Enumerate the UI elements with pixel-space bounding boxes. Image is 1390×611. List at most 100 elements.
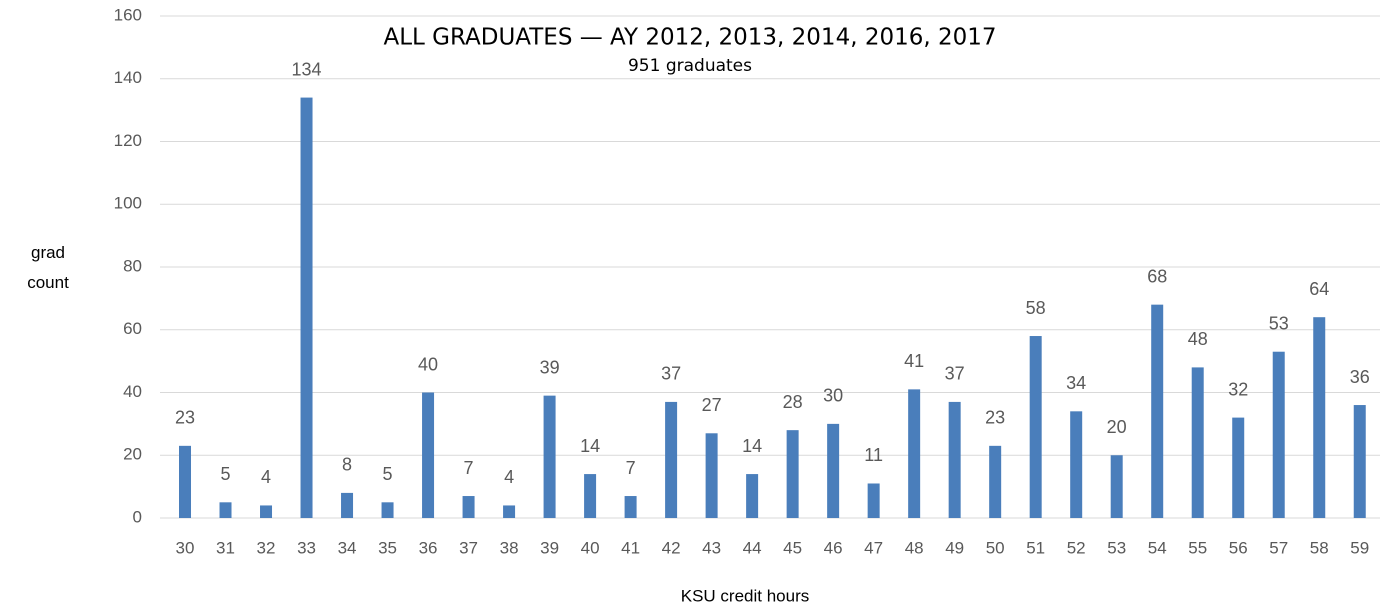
- data-label: 7: [464, 458, 474, 478]
- bar: [1313, 317, 1326, 518]
- x-tick-label: 30: [176, 538, 195, 557]
- x-tick-label: 35: [378, 538, 397, 557]
- x-tick-label: 58: [1310, 538, 1329, 557]
- x-tick-label: 42: [662, 538, 681, 557]
- y-tick-label: 60: [123, 319, 142, 338]
- data-label: 134: [292, 59, 322, 79]
- bar: [300, 97, 313, 518]
- data-label: 30: [823, 386, 843, 406]
- x-tick-label: 59: [1350, 538, 1369, 557]
- bar: [908, 389, 921, 518]
- bar: [1110, 455, 1123, 518]
- x-tick-label: 51: [1026, 538, 1045, 557]
- x-tick-label: 43: [702, 538, 721, 557]
- y-tick-label: 20: [123, 445, 142, 464]
- bar: [1029, 336, 1042, 518]
- bar: [1232, 417, 1245, 518]
- x-tick-label: 55: [1188, 538, 1207, 557]
- data-label: 37: [661, 364, 681, 384]
- data-label: 28: [783, 392, 803, 412]
- data-label: 68: [1147, 266, 1167, 286]
- x-tick-label: 47: [864, 538, 883, 557]
- data-label: 23: [175, 408, 195, 428]
- data-label: 23: [985, 408, 1005, 428]
- bar: [422, 392, 435, 518]
- data-label: 4: [504, 467, 514, 487]
- bar: [341, 492, 354, 518]
- bar: [1151, 304, 1164, 518]
- bar: [260, 505, 273, 518]
- data-label: 4: [261, 467, 271, 487]
- data-label: 48: [1188, 329, 1208, 349]
- bar: [1070, 411, 1083, 518]
- data-label: 5: [383, 464, 393, 484]
- x-tick-label: 49: [945, 538, 964, 557]
- data-label: 36: [1350, 367, 1370, 387]
- data-label: 34: [1066, 373, 1086, 393]
- bar: [624, 496, 637, 518]
- y-tick-label: 160: [114, 5, 142, 24]
- bar: [827, 423, 840, 518]
- bar: [867, 483, 880, 518]
- data-label: 53: [1269, 313, 1289, 333]
- x-tick-label: 57: [1269, 538, 1288, 557]
- data-label: 11: [864, 445, 883, 465]
- x-tick-label: 32: [257, 538, 276, 557]
- x-tick-label: 38: [500, 538, 519, 557]
- bar: [786, 430, 799, 518]
- data-label: 64: [1309, 279, 1329, 299]
- x-tick-label: 33: [297, 538, 316, 557]
- x-tick-label: 56: [1229, 538, 1248, 557]
- x-tick-label: 48: [905, 538, 924, 557]
- y-tick-label: 80: [123, 256, 142, 275]
- bar: [1353, 405, 1366, 518]
- bar: [705, 433, 718, 518]
- data-label: 14: [742, 436, 762, 456]
- chart-title: ALL GRADUATES — AY 2012, 2013, 2014, 201…: [383, 25, 996, 51]
- bar: [948, 401, 961, 518]
- y-tick-label: 0: [133, 507, 142, 526]
- x-tick-label: 39: [540, 538, 559, 557]
- data-label: 7: [626, 458, 636, 478]
- data-label: 40: [418, 354, 438, 374]
- x-tick-label: 45: [783, 538, 802, 557]
- data-label: 37: [945, 364, 965, 384]
- data-label: 39: [540, 357, 560, 377]
- data-label: 14: [580, 436, 600, 456]
- x-tick-label: 46: [824, 538, 843, 557]
- x-tick-label: 44: [743, 538, 762, 557]
- x-tick-label: 36: [419, 538, 438, 557]
- bar: [1272, 351, 1285, 518]
- data-label: 8: [342, 455, 352, 475]
- y-tick-label: 140: [114, 68, 142, 87]
- x-tick-label: 52: [1067, 538, 1086, 557]
- data-label: 5: [221, 464, 231, 484]
- bar: [584, 474, 597, 518]
- bar: [665, 401, 678, 518]
- chart-subtitle: 951 graduates: [628, 56, 752, 76]
- data-label: 41: [904, 351, 924, 371]
- x-tick-label: 37: [459, 538, 478, 557]
- x-tick-label: 53: [1107, 538, 1126, 557]
- y-axis-label: grad count: [27, 243, 69, 292]
- x-tick-label: 40: [581, 538, 600, 557]
- x-tick-label: 31: [216, 538, 235, 557]
- bar: [746, 474, 759, 518]
- y-tick-label: 40: [123, 382, 142, 401]
- y-tick-label: 100: [114, 194, 142, 213]
- bar: [543, 395, 556, 518]
- x-tick-label: 54: [1148, 538, 1167, 557]
- y-tick-label: 120: [114, 131, 142, 150]
- x-tick-label: 41: [621, 538, 640, 557]
- bar: [381, 502, 394, 518]
- data-label: 20: [1107, 417, 1127, 437]
- x-axis-label: KSU credit hours: [681, 586, 810, 605]
- bar: [462, 496, 475, 518]
- bar: [219, 502, 232, 518]
- bar: [179, 445, 192, 518]
- x-tick-label: 34: [338, 538, 357, 557]
- bar: [503, 505, 516, 518]
- data-label: 27: [702, 395, 722, 415]
